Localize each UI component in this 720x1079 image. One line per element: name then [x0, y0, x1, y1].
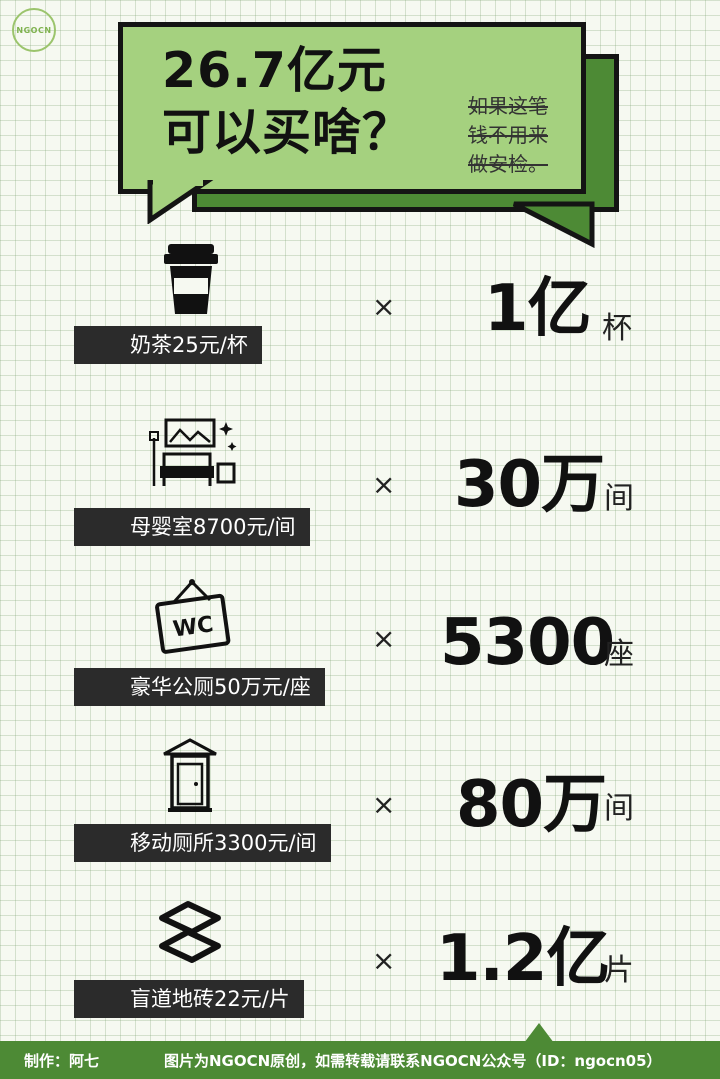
item-unit: 间 [604, 481, 634, 516]
footer-pointer [524, 1023, 554, 1043]
item-unit: 间 [604, 791, 634, 826]
item-unit: 片 [604, 953, 634, 988]
item-row-nursery-room: 母婴室8700元/间 × 30万 间 [0, 414, 720, 564]
title-line-2: 可以买啥？ [162, 104, 413, 161]
item-quantity: 1亿 [484, 272, 592, 346]
page-title: 26.7亿元 可以买啥？ [162, 40, 412, 164]
wc-sign-icon: WC [155, 579, 231, 654]
strike-line-3: 做安检。 [468, 152, 548, 176]
multiply-sign: × [372, 944, 396, 977]
item-label: 豪华公厕50万元/座 [74, 668, 325, 706]
footer-copyright-note: 图片为NGOCN原创，如需转载请联系NGOCN公众号（ID：ngocn05） [164, 1052, 662, 1070]
svg-text:WC: WC [171, 612, 215, 642]
header-bubble-tail [147, 180, 214, 224]
item-unit: 座 [604, 637, 634, 672]
item-row-portable-toilet: 移动厕所3300元/间 × 80万 间 [0, 738, 720, 888]
item-label: 移动厕所3300元/间 [74, 824, 331, 862]
title-line-1: 26.7亿元 [162, 42, 387, 99]
item-quantity: 5300 [440, 606, 615, 680]
multiply-sign: × [372, 788, 396, 821]
ngocn-logo: NGOCN [12, 8, 56, 52]
strikethrough-note: 如果这笔 钱不用来 做安检。 [468, 92, 548, 179]
footer-maker: 制作：阿七 [24, 1052, 100, 1070]
multiply-sign: × [372, 290, 396, 323]
milk-tea-cup-icon [164, 244, 218, 314]
multiply-sign: × [372, 468, 396, 501]
header-bubble [118, 22, 586, 194]
item-quantity: 30万 [454, 448, 605, 522]
header-bubble-shadow-tail [512, 201, 595, 248]
multiply-sign: × [372, 622, 396, 655]
item-label: 盲道地砖22元/片 [74, 980, 304, 1018]
item-label: 奶茶25元/杯 [74, 326, 262, 364]
item-quantity: 1.2亿 [436, 922, 610, 996]
strike-line-2: 钱不用来 [468, 123, 548, 147]
item-label: 母婴室8700元/间 [74, 508, 310, 546]
portable-toilet-icon [163, 738, 217, 812]
item-row-tactile-paving: 盲道地砖22元/片 × 1.2亿 片 [0, 896, 720, 1046]
tactile-paving-tile-icon [159, 901, 221, 963]
nursery-room-icon [149, 418, 237, 486]
logo-text: NGOCN [16, 25, 52, 35]
item-quantity: 80万 [456, 768, 607, 842]
item-row-milk-tea: 奶茶25元/杯 × 1亿 杯 [0, 240, 720, 390]
footer-bar: 制作：阿七 图片为NGOCN原创，如需转载请联系NGOCN公众号（ID：ngoc… [0, 1041, 720, 1079]
strike-line-1: 如果这笔 [468, 94, 548, 118]
item-unit: 杯 [602, 311, 632, 346]
item-row-luxury-toilet: WC 豪华公厕50万元/座 × 5300 座 [0, 578, 720, 728]
